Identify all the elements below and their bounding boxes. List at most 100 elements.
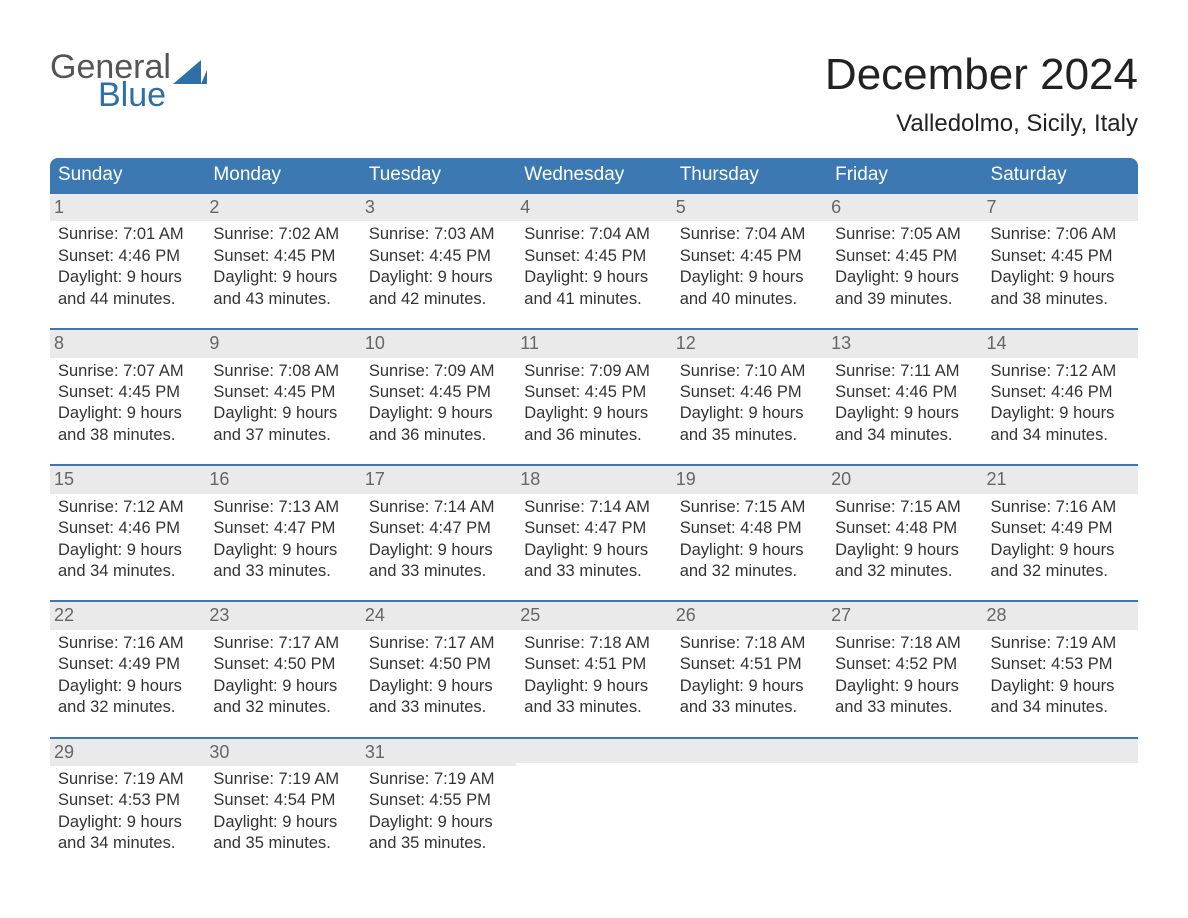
sunset-line: Sunset: 4:45 PM <box>680 246 819 267</box>
day-body: Sunrise: 7:13 AMSunset: 4:47 PMDaylight:… <box>213 497 352 583</box>
day-body: Sunrise: 7:09 AMSunset: 4:45 PMDaylight:… <box>524 361 663 447</box>
sunrise-line: Sunrise: 7:07 AM <box>58 361 197 382</box>
daylight-line-2: and 33 minutes. <box>524 561 663 582</box>
sunset-line: Sunset: 4:51 PM <box>680 654 819 675</box>
sunrise-line: Sunrise: 7:18 AM <box>835 633 974 654</box>
day-number-bar <box>827 739 982 763</box>
daylight-line-2: and 34 minutes. <box>991 697 1130 718</box>
day-number-bar: 12 <box>672 330 827 357</box>
calendar-table: SundayMondayTuesdayWednesdayThursdayFrid… <box>50 158 1138 873</box>
day-number-bar <box>672 739 827 763</box>
weekday-header: Thursday <box>672 158 827 193</box>
daylight-line-2: and 37 minutes. <box>213 425 352 446</box>
day-number-bar: 21 <box>983 466 1138 493</box>
day-number-bar: 20 <box>827 466 982 493</box>
calendar-day-cell: 2Sunrise: 7:02 AMSunset: 4:45 PMDaylight… <box>205 193 360 329</box>
sunrise-line: Sunrise: 7:04 AM <box>524 224 663 245</box>
calendar-day-cell: 31Sunrise: 7:19 AMSunset: 4:55 PMDayligh… <box>361 738 516 873</box>
calendar-day-cell: 21 Sunrise: 7:16 AMSunset: 4:49 PMDayligh… <box>983 465 1138 601</box>
daylight-line-1: Daylight: 9 hours <box>835 267 974 288</box>
calendar-day-cell: 14Sunrise: 7:12 AMSunset: 4:46 PMDayligh… <box>983 329 1138 465</box>
sunrise-line: Sunrise: 7:16 AM <box>58 633 197 654</box>
day-body: Sunrise: 7:17 AMSunset: 4:50 PMDaylight:… <box>213 633 352 719</box>
daylight-line-1: Daylight: 9 hours <box>680 267 819 288</box>
daylight-line-1: Daylight: 9 hours <box>58 540 197 561</box>
sunrise-line: Sunrise: 7:01 AM <box>58 224 197 245</box>
day-number-bar: 19 <box>672 466 827 493</box>
day-number-bar: 17 <box>361 466 516 493</box>
daylight-line-1: Daylight: 9 hours <box>369 267 508 288</box>
daylight-line-2: and 33 minutes. <box>680 697 819 718</box>
day-body: Sunrise: 7:15 AMSunset: 4:48 PMDaylight:… <box>680 497 819 583</box>
sunrise-line: Sunrise: 7:04 AM <box>680 224 819 245</box>
sunrise-line: Sunrise: 7:02 AM <box>213 224 352 245</box>
calendar-header-row: SundayMondayTuesdayWednesdayThursdayFrid… <box>50 158 1138 193</box>
sunset-line: Sunset: 4:48 PM <box>680 518 819 539</box>
calendar-week-row: 8Sunrise: 7:07 AMSunset: 4:45 PMDaylight… <box>50 329 1138 465</box>
daylight-line-1: Daylight: 9 hours <box>369 540 508 561</box>
daylight-line-2: and 34 minutes. <box>835 425 974 446</box>
calendar-day-cell: 30Sunrise: 7:19 AMSunset: 4:54 PMDayligh… <box>205 738 360 873</box>
calendar-day-cell: 10Sunrise: 7:09 AMSunset: 4:45 PMDayligh… <box>361 329 516 465</box>
daylight-line-2: and 35 minutes. <box>369 833 508 854</box>
day-number-bar: 9 <box>205 330 360 357</box>
calendar-day-cell: 28Sunrise: 7:19 AMSunset: 4:53 PMDayligh… <box>983 601 1138 737</box>
daylight-line-1: Daylight: 9 hours <box>680 403 819 424</box>
sunrise-line: Sunrise: 7:12 AM <box>991 361 1130 382</box>
logo: General Blue <box>50 50 207 112</box>
sunset-line: Sunset: 4:53 PM <box>58 790 197 811</box>
daylight-line-1: Daylight: 9 hours <box>680 676 819 697</box>
sunset-line: Sunset: 4:49 PM <box>991 518 1130 539</box>
sunrise-line: Sunrise: 7:05 AM <box>835 224 974 245</box>
daylight-line-1: Daylight: 9 hours <box>58 812 197 833</box>
daylight-line-1: Daylight: 9 hours <box>213 540 352 561</box>
weekday-header: Saturday <box>983 158 1138 193</box>
weekday-header: Monday <box>205 158 360 193</box>
daylight-line-1: Daylight: 9 hours <box>524 676 663 697</box>
sunset-line: Sunset: 4:49 PM <box>58 654 197 675</box>
calendar-day-cell: 26Sunrise: 7:18 AMSunset: 4:51 PMDayligh… <box>672 601 827 737</box>
daylight-line-2: and 35 minutes. <box>680 425 819 446</box>
weekday-header: Tuesday <box>361 158 516 193</box>
daylight-line-2: and 32 minutes. <box>213 697 352 718</box>
sunrise-line: Sunrise: 7:06 AM <box>991 224 1130 245</box>
calendar-week-row: 1 Sunrise: 7:01 AMSunset: 4:46 PMDaylight… <box>50 193 1138 329</box>
sunset-line: Sunset: 4:45 PM <box>58 382 197 403</box>
sunrise-line: Sunrise: 7:12 AM <box>58 497 197 518</box>
calendar-day-cell: 25Sunrise: 7:18 AMSunset: 4:51 PMDayligh… <box>516 601 671 737</box>
daylight-line-1: Daylight: 9 hours <box>213 812 352 833</box>
day-number-bar: 3 <box>361 194 516 221</box>
daylight-line-1: Daylight: 9 hours <box>213 267 352 288</box>
calendar-day-cell: 4Sunrise: 7:04 AMSunset: 4:45 PMDaylight… <box>516 193 671 329</box>
day-body: Sunrise: 7:14 AMSunset: 4:47 PMDaylight:… <box>524 497 663 583</box>
day-number-bar: 28 <box>983 602 1138 629</box>
day-body: Sunrise: 7:01 AMSunset: 4:46 PMDaylight:… <box>58 224 197 310</box>
sunrise-line: Sunrise: 7:13 AM <box>213 497 352 518</box>
calendar-week-row: 29Sunrise: 7:19 AMSunset: 4:53 PMDayligh… <box>50 738 1138 873</box>
day-body: Sunrise: 7:18 AMSunset: 4:51 PMDaylight:… <box>680 633 819 719</box>
calendar-day-cell <box>516 738 671 873</box>
sunrise-line: Sunrise: 7:17 AM <box>213 633 352 654</box>
day-body: Sunrise: 7:17 AMSunset: 4:50 PMDaylight:… <box>369 633 508 719</box>
day-body: Sunrise: 7:14 AMSunset: 4:47 PMDaylight:… <box>369 497 508 583</box>
daylight-line-1: Daylight: 9 hours <box>991 267 1130 288</box>
sunset-line: Sunset: 4:45 PM <box>991 246 1130 267</box>
sunset-line: Sunset: 4:52 PM <box>835 654 974 675</box>
sunset-line: Sunset: 4:46 PM <box>991 382 1130 403</box>
day-body: Sunrise: 7:16 AMSunset: 4:49 PMDaylight:… <box>991 497 1130 583</box>
logo-text-stack: General Blue <box>50 50 207 112</box>
daylight-line-1: Daylight: 9 hours <box>369 403 508 424</box>
calendar-day-cell <box>672 738 827 873</box>
calendar-day-cell: 3Sunrise: 7:03 AMSunset: 4:45 PMDaylight… <box>361 193 516 329</box>
daylight-line-1: Daylight: 9 hours <box>991 540 1130 561</box>
sunset-line: Sunset: 4:45 PM <box>835 246 974 267</box>
daylight-line-2: and 32 minutes. <box>680 561 819 582</box>
day-number-bar: 1 <box>50 194 205 221</box>
calendar-day-cell: 22Sunrise: 7:16 AMSunset: 4:49 PMDayligh… <box>50 601 205 737</box>
sunrise-line: Sunrise: 7:10 AM <box>680 361 819 382</box>
sunrise-line: Sunrise: 7:19 AM <box>991 633 1130 654</box>
day-number-bar <box>983 739 1138 763</box>
daylight-line-2: and 42 minutes. <box>369 289 508 310</box>
calendar-week-row: 15Sunrise: 7:12 AMSunset: 4:46 PMDayligh… <box>50 465 1138 601</box>
day-body: Sunrise: 7:04 AMSunset: 4:45 PMDaylight:… <box>524 224 663 310</box>
